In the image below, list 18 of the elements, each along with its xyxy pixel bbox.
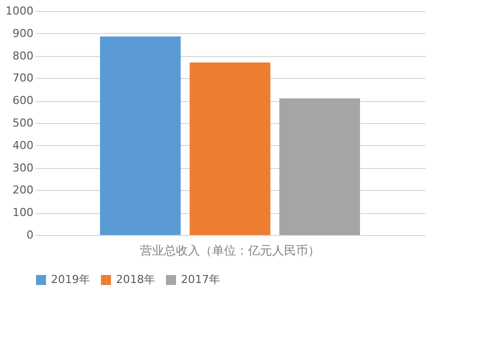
y-tick-label: 1000 xyxy=(6,4,34,18)
y-tick-label: 400 xyxy=(12,138,34,152)
y-tick-label: 800 xyxy=(12,49,34,62)
y-tick-label: 0 xyxy=(26,228,34,242)
bar xyxy=(279,98,360,235)
y-tick-label: 100 xyxy=(12,206,34,220)
y-tick-label: 300 xyxy=(12,161,34,174)
y-tick-label: 900 xyxy=(12,26,34,40)
y-tick-label: 700 xyxy=(12,72,34,85)
bar xyxy=(100,36,181,235)
legend-label: 2018年 xyxy=(116,273,155,286)
legend-label: 2017年 xyxy=(181,273,220,286)
legend-label: 2019年 xyxy=(51,273,90,286)
y-tick-label: 200 xyxy=(12,184,34,197)
y-tick-label: 600 xyxy=(12,94,34,108)
y-tick-label: 500 xyxy=(12,116,34,130)
x-tick-label: 营业总收入（单位：亿元人民币） xyxy=(140,244,320,258)
bar xyxy=(190,62,270,235)
